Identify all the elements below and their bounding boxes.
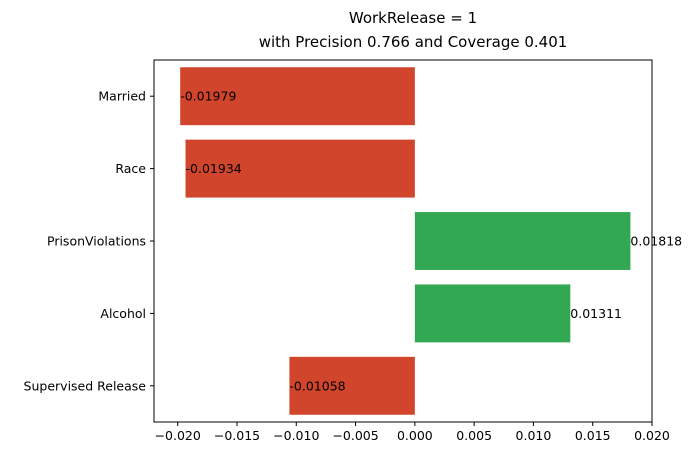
chart-title-line-1: WorkRelease = 1 <box>349 9 477 27</box>
data-label: 0.01311 <box>570 306 622 321</box>
category-label: Race <box>115 161 146 176</box>
data-label: -0.01058 <box>289 378 345 393</box>
y-axis: Married Race PrisonViolations Alcohol Superv… <box>24 89 154 393</box>
x-tick-label: −0.020 <box>155 428 201 443</box>
x-tick-label: 0.020 <box>634 428 670 443</box>
bar-group <box>180 67 631 415</box>
x-tick-label: −0.005 <box>332 428 378 443</box>
x-tick-label: 0.015 <box>575 428 611 443</box>
category-label: Supervised Release <box>24 378 147 393</box>
data-label-group: -0.01979 -0.01934 0.01818 0.01311 -0.01058 <box>180 89 682 394</box>
category-label: Married <box>98 89 146 104</box>
x-tick-label: −0.015 <box>214 428 260 443</box>
x-tick-label: −0.010 <box>273 428 319 443</box>
bar-race <box>185 139 415 198</box>
category-label: PrisonViolations <box>47 234 146 249</box>
x-tick-label: 0.000 <box>397 428 433 443</box>
bar-supervised-release <box>289 356 415 415</box>
x-tick-label: 0.005 <box>456 428 492 443</box>
data-label: 0.01818 <box>630 234 682 249</box>
data-label: -0.01934 <box>186 161 242 176</box>
category-label: Alcohol <box>100 306 146 321</box>
chart-title-line-2: with Precision 0.766 and Coverage 0.401 <box>259 33 568 51</box>
x-tick-label: 0.010 <box>516 428 552 443</box>
x-axis: −0.020 −0.015 −0.010 −0.005 0.000 0.005 0.010 0… <box>155 422 670 443</box>
bar-alcohol <box>414 284 571 343</box>
plot-frame <box>153 59 653 423</box>
bar-married <box>180 67 415 126</box>
data-label: -0.01979 <box>180 89 236 104</box>
bar-prisonviolations <box>414 212 631 270</box>
